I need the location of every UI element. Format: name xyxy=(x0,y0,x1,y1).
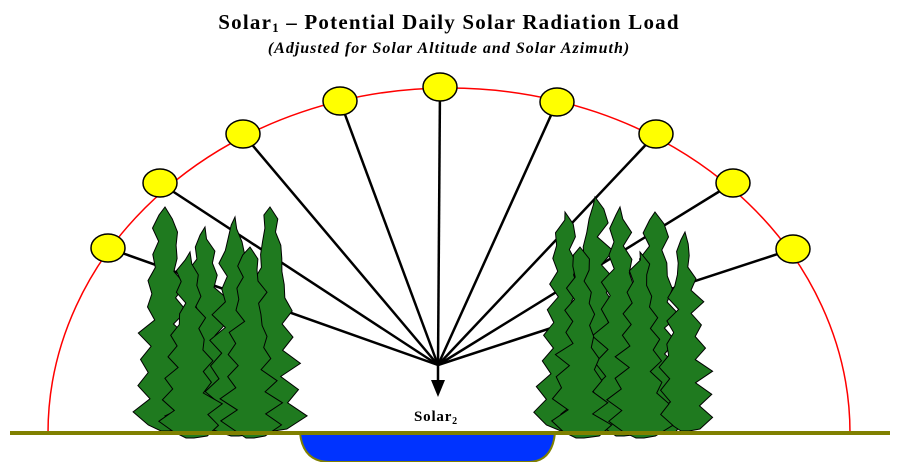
arrow-head xyxy=(431,380,445,397)
sun xyxy=(90,233,126,263)
sun xyxy=(715,168,751,198)
sun xyxy=(142,168,178,198)
suns xyxy=(90,72,811,264)
title-main: Solar xyxy=(218,10,272,34)
ray xyxy=(436,101,559,366)
sun xyxy=(775,234,811,264)
sun xyxy=(225,119,261,149)
title: Solar1 – Potential Daily Solar Radiation… xyxy=(218,10,680,35)
target-subscript: 2 xyxy=(452,416,458,427)
ray xyxy=(338,100,440,366)
tree xyxy=(219,246,284,439)
tree xyxy=(550,246,613,439)
subtitle: (Adjusted for Solar Altitude and Solar A… xyxy=(268,40,630,57)
target-label: Solar2 xyxy=(414,409,458,427)
pond xyxy=(298,432,557,462)
ray xyxy=(159,181,439,367)
sun xyxy=(322,86,358,116)
sun xyxy=(422,72,458,102)
sun xyxy=(539,87,575,117)
tree xyxy=(605,250,674,439)
trees xyxy=(132,195,714,439)
ray xyxy=(437,133,657,366)
title-subscript: 1 xyxy=(272,20,280,35)
title-rest: – Potential Daily Solar Radiation Load xyxy=(280,10,680,34)
sun xyxy=(638,119,674,149)
ray xyxy=(436,86,442,366)
target-main: Solar xyxy=(414,409,452,425)
ray xyxy=(242,133,439,366)
tree xyxy=(157,250,224,439)
